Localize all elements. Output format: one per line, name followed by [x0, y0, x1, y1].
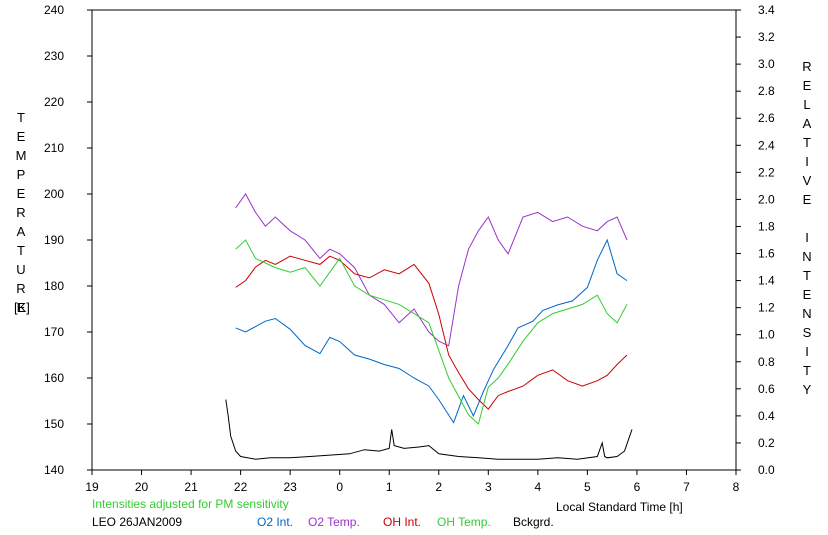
right-tick-label: 0.4 — [758, 409, 775, 423]
left-tick-label: 220 — [44, 95, 64, 109]
series-lines — [225, 193, 633, 460]
x-tick-label: 19 — [85, 480, 99, 494]
x-tick-label: 4 — [535, 480, 542, 494]
station-date-label: LEO 26JAN2009 — [92, 515, 183, 529]
x-tick-label: 5 — [584, 480, 591, 494]
right-tick-label: 2.6 — [758, 111, 775, 125]
rightlabel-letter: L — [803, 97, 811, 112]
legend-item: OH Temp. — [437, 515, 491, 529]
rightlabel-letter: T — [803, 268, 811, 283]
x-axis-title: Local Standard Time [h] — [556, 500, 683, 514]
rightlabel-letter: E — [802, 192, 812, 207]
rightlabel-letter: T — [803, 363, 811, 378]
rightlabel-letter: N — [802, 306, 812, 321]
x-tick-label: 2 — [435, 480, 442, 494]
rightlabel-letter: E — [802, 287, 812, 302]
left-tick-label: 210 — [44, 141, 64, 155]
oh-temp-line — [235, 239, 628, 425]
x-tick-label: 20 — [135, 480, 149, 494]
right-tick-label: 0.8 — [758, 355, 775, 369]
left-tick-label: 230 — [44, 49, 64, 63]
left-tick-label: 190 — [44, 233, 64, 247]
x-tick-label: 22 — [234, 480, 248, 494]
plot-frame — [91, 9, 737, 471]
x-tick-label: 1 — [386, 480, 393, 494]
x-tick-label: 6 — [634, 480, 641, 494]
leftlabel-letter: R — [16, 205, 26, 220]
legend-item: O2 Temp. — [308, 515, 360, 529]
left-axis-unit: [K] — [14, 300, 30, 315]
leftlabel-letter: U — [16, 262, 26, 277]
x-tick-label: 0 — [336, 480, 343, 494]
rightlabel-letter: N — [802, 249, 812, 264]
rightlabel-letter: V — [802, 173, 812, 188]
right-tick-label: 0.0 — [758, 463, 775, 477]
legend-item: OH Int. — [383, 515, 422, 529]
rightlabel-letter: E — [802, 78, 812, 93]
leftlabel-letter: E — [16, 300, 26, 315]
right-tick-label: 1.0 — [758, 328, 775, 342]
left-tick-label: 170 — [44, 325, 64, 339]
right-tick-label: 2.2 — [758, 165, 775, 179]
left-tick-label: 150 — [44, 417, 64, 431]
pm-sensitivity-note: Intensities adjusted for PM sensitivity — [92, 497, 289, 511]
bckgrd-line — [225, 399, 633, 460]
rightlabel-letter: R — [802, 59, 812, 74]
right-tick-label: 2.4 — [758, 138, 775, 152]
rightlabel-letter: I — [805, 154, 809, 169]
x-tick-label: 7 — [683, 480, 690, 494]
leftlabel-letter: T — [17, 110, 25, 125]
left-tick-label: 140 — [44, 463, 64, 477]
rightlabel-letter: Y — [802, 382, 812, 397]
oh-int-line — [235, 255, 628, 410]
x-tick-label: 3 — [485, 480, 492, 494]
leftlabel-letter: R — [16, 281, 26, 296]
x-tick-label: 21 — [184, 480, 198, 494]
o2-int-line — [235, 238, 628, 424]
leftlabel-letter: M — [15, 148, 27, 163]
right-tick-label: 1.8 — [758, 219, 775, 233]
leftlabel-letter: E — [16, 186, 26, 201]
right-tick-label: 1.6 — [758, 247, 775, 261]
leftlabel-letter: A — [16, 224, 26, 239]
right-tick-label: 1.4 — [758, 274, 775, 288]
rightlabel-letter: T — [803, 135, 811, 150]
left-tick-label: 160 — [44, 371, 64, 385]
legend-item: O2 Int. — [257, 515, 294, 529]
left-tick-label: 200 — [44, 187, 64, 201]
legend-item: Bckgrd. — [513, 515, 554, 529]
leftlabel-letter: T — [17, 243, 25, 258]
rightlabel-letter: I — [805, 230, 809, 245]
rightlabel-letter: S — [802, 325, 812, 340]
rightlabel-letter: A — [802, 116, 812, 131]
left-tick-label: 180 — [44, 279, 64, 293]
axis-ticks: 19 20 21 22 23 0 1 2 3 4 5 6 7 8140150160170180190200… — [44, 3, 775, 494]
leftlabel-letter: E — [16, 129, 26, 144]
right-tick-label: 3.2 — [758, 30, 775, 44]
right-tick-label: 3.4 — [758, 3, 775, 17]
o2-temp-line — [235, 193, 628, 347]
right-tick-label: 0.6 — [758, 382, 775, 396]
right-tick-label: 2.8 — [758, 84, 775, 98]
left-tick-label: 240 — [44, 3, 64, 17]
right-tick-label: 3.0 — [758, 57, 775, 71]
right-tick-label: 1.2 — [758, 301, 775, 315]
rightlabel-letter: I — [805, 344, 809, 359]
leftlabel-letter: P — [16, 167, 26, 182]
x-tick-label: 23 — [283, 480, 297, 494]
right-tick-label: 0.2 — [758, 436, 775, 450]
right-tick-label: 2.0 — [758, 192, 775, 206]
x-tick-label: 8 — [733, 480, 740, 494]
